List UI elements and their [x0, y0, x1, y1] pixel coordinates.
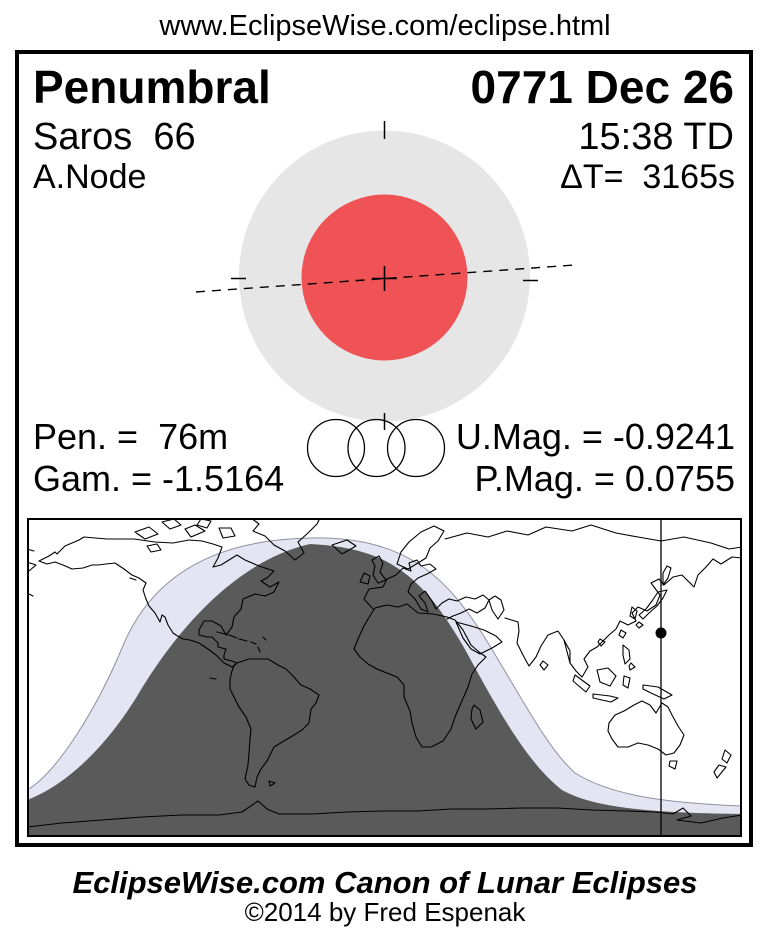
moon-last-contact-circle — [386, 418, 446, 478]
moon-greatest-eclipse-circle — [347, 418, 406, 478]
node-label: A.Node — [33, 158, 147, 196]
coastline-bering-fragments — [27, 548, 137, 597]
coastline-korea — [629, 606, 638, 620]
coastline-africa — [353, 603, 487, 748]
coastline-japan — [635, 589, 668, 629]
coastline-scandinavia — [396, 525, 445, 570]
coastline-australia — [607, 700, 685, 770]
coastline-philippines — [622, 644, 636, 671]
coastline-asia-east — [563, 556, 742, 678]
shadow-geometry-diagram — [195, 121, 576, 478]
figure-border-box — [15, 50, 753, 847]
coastline-arabia — [455, 621, 503, 655]
coastline-madagascar — [470, 704, 484, 730]
coastline-siberia-north — [444, 524, 742, 550]
gamma-label: Gam. = -1.5164 — [33, 458, 285, 499]
coastline-south-america — [209, 658, 320, 788]
coastline-iceland — [331, 539, 357, 555]
coastline-arctic-islands — [134, 518, 236, 553]
moon-first-contact-circle — [306, 418, 366, 478]
penumbral-magnitude-label: P.Mag. = 0.0755 — [474, 458, 735, 499]
delta-t-label: ΔT= 3165s — [560, 158, 735, 196]
sublunar-point-dot — [655, 627, 667, 639]
saros-series-label: Saros 66 — [33, 116, 196, 158]
coastline-caribbean — [216, 631, 267, 653]
eclipse-not-visible-region — [27, 544, 742, 837]
center-cross — [372, 266, 397, 291]
umbral-magnitude-label: U.Mag. = -0.9241 — [455, 416, 735, 457]
visibility-map — [27, 518, 742, 837]
coastline-taiwan-hainan — [597, 629, 627, 647]
coastline-europe — [363, 559, 490, 620]
eclipse-date-label: 0771 Dec 26 — [470, 61, 734, 113]
coastline-new-zealand — [713, 749, 732, 779]
coastline-greenland — [250, 518, 321, 561]
moon-contact-circles — [306, 418, 446, 478]
page-url-header: www.EclipseWise.com/eclipse.html — [159, 10, 611, 42]
canon-title: EclipseWise.com Canon of Lunar Eclipses — [72, 865, 698, 900]
coastline-sakhalin — [662, 565, 672, 586]
copyright-label: ©2014 by Fred Espenak — [244, 897, 526, 927]
coastlines — [27, 518, 742, 828]
greatest-eclipse-time-label: 15:38 TD — [578, 116, 734, 158]
band-outer-edge — [27, 537, 742, 807]
coastline-antarctica — [27, 800, 742, 828]
coastline-caspian-sea — [488, 595, 505, 620]
map-border — [27, 518, 742, 837]
penumbral-duration-label: Pen. = 76m — [33, 416, 229, 457]
eclipse-type-label: Penumbral — [33, 61, 271, 113]
coastline-indonesia — [572, 667, 673, 703]
coastline-north-america — [38, 536, 280, 668]
